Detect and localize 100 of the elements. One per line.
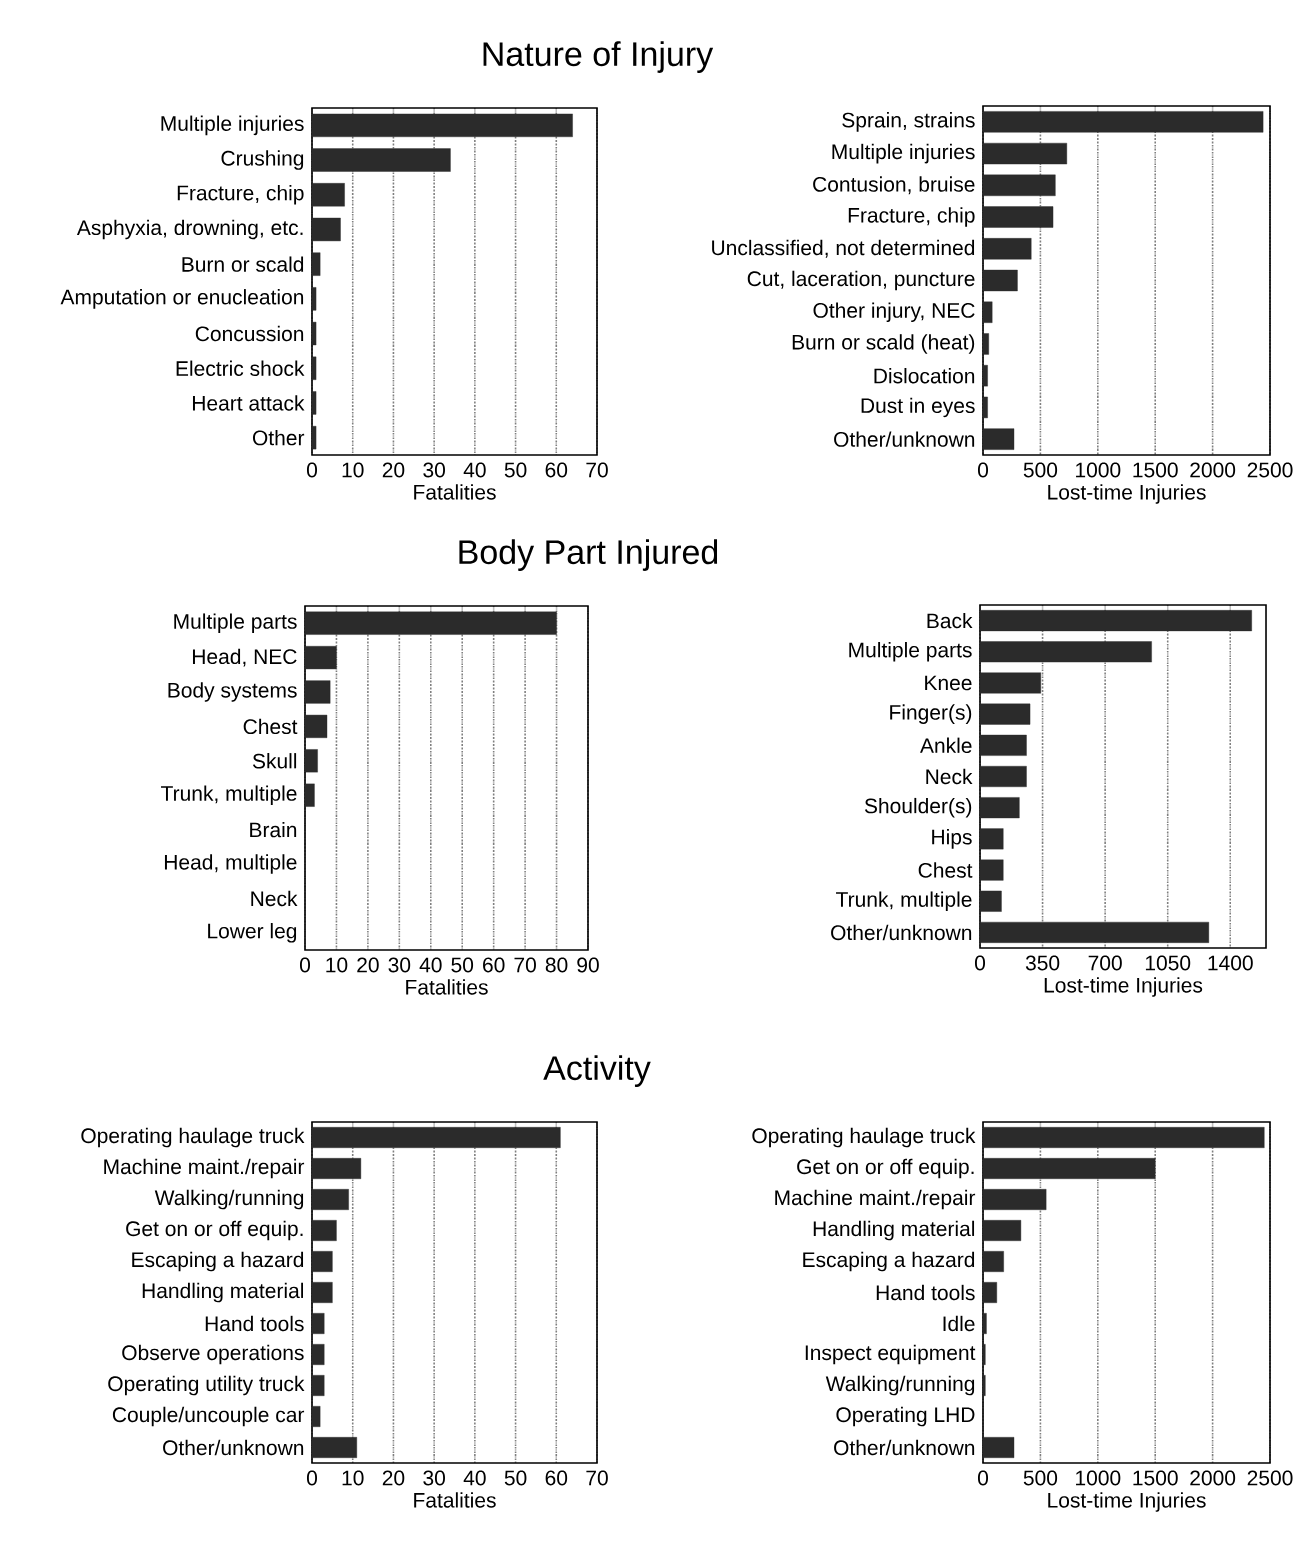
x-tick-label: 1500: [1133, 462, 1178, 478]
y-tick-label: Neck: [251, 890, 298, 907]
bar: [982, 333, 989, 355]
bar: [982, 142, 1068, 165]
y-tick-label: Machine maint./repair: [104, 1158, 305, 1179]
y-tick-label: Contusion, bruise: [813, 176, 975, 195]
y-tick-label: Trunk, multiple: [836, 891, 972, 912]
y-tick-label: Hand tools: [205, 1315, 304, 1332]
bar: [311, 183, 345, 207]
bar: [304, 783, 315, 807]
x-tick-label: 2000: [1190, 1470, 1236, 1486]
y-tick-label: Chest: [243, 718, 298, 735]
bar: [311, 1158, 362, 1179]
bar: [982, 206, 1054, 228]
bar: [311, 1437, 357, 1458]
x-tick-label: 0: [978, 462, 989, 478]
bar: [979, 734, 1027, 756]
y-tick-label: Multiple parts: [849, 642, 972, 662]
x-tick-label: 70: [586, 1470, 608, 1486]
bar: [311, 1344, 325, 1365]
bar: [979, 610, 1252, 632]
bar: [311, 1251, 333, 1272]
y-tick-label: Unclassified, not determined: [712, 239, 975, 258]
bar: [311, 1127, 561, 1148]
x-axis-title: Lost-time Injuries: [1048, 1492, 1206, 1512]
x-tick-label: 700: [1088, 955, 1122, 971]
x-tick-label: 1400: [1208, 955, 1253, 971]
bar: [311, 148, 451, 172]
y-tick-label: Operating haulage truck: [752, 1127, 976, 1148]
y-tick-label: Get on or off equip.: [797, 1158, 974, 1179]
y-tick-label: Head, multiple: [164, 854, 297, 874]
x-tick-label: 80: [545, 957, 568, 973]
x-axis-title: Fatalities: [406, 979, 488, 995]
bar: [982, 269, 1018, 292]
y-tick-label: Other/unknown: [834, 431, 975, 447]
bar: [982, 396, 988, 419]
y-tick-label: Burn or scald: [182, 256, 304, 272]
y-tick-label: Fracture, chip: [848, 207, 975, 227]
y-tick-label: Dislocation: [874, 367, 975, 384]
y-tick-label: Shoulder(s): [864, 797, 972, 818]
bar: [982, 365, 988, 387]
x-tick-label: 60: [545, 1470, 568, 1486]
bar: [304, 611, 557, 635]
x-tick-label: 50: [451, 957, 474, 973]
y-tick-label: Escaping a hazard: [132, 1251, 304, 1272]
x-tick-label: 70: [514, 957, 536, 973]
bar: [304, 646, 337, 670]
bar: [311, 113, 573, 138]
x-tick-label: 70: [586, 462, 608, 478]
x-tick-label: 20: [382, 462, 405, 478]
x-tick-label: 30: [423, 1470, 445, 1486]
x-tick-label: 60: [545, 462, 568, 478]
y-tick-label: Inspect equipment: [805, 1344, 976, 1365]
x-tick-label: 2000: [1190, 462, 1236, 478]
y-tick-label: Walking/running: [154, 1189, 304, 1210]
bar: [982, 111, 1264, 133]
y-tick-label: Multiple injuries: [832, 143, 975, 164]
x-tick-label: 60: [483, 957, 505, 973]
bar: [311, 1375, 325, 1396]
bar: [979, 703, 1031, 725]
x-tick-label: 1000: [1076, 462, 1121, 478]
x-tick-label: 350: [1025, 955, 1060, 971]
y-tick-label: Brain: [250, 821, 297, 838]
x-tick-label: 1050: [1145, 955, 1191, 971]
x-tick-label: 2500: [1247, 1470, 1293, 1486]
bar: [979, 641, 1152, 663]
y-tick-label: Operating haulage truck: [81, 1127, 305, 1148]
y-tick-label: Other: [252, 429, 305, 446]
chart-title: Body Part Injured: [459, 539, 718, 571]
y-tick-label: Skull: [252, 753, 297, 769]
bar: [982, 1127, 1265, 1148]
chart-title: Nature of Injury: [483, 41, 714, 73]
y-tick-label: Dust in eyes: [861, 397, 975, 418]
bar: [982, 1189, 1047, 1210]
chart-title: Activity: [543, 1055, 651, 1087]
bar: [311, 321, 317, 346]
x-tick-label: 500: [1023, 1470, 1058, 1486]
bar: [982, 1158, 1156, 1179]
bar: [982, 1251, 1004, 1272]
y-tick-label: Escaping a hazard: [803, 1251, 975, 1272]
y-tick-label: Fracture, chip: [177, 184, 304, 205]
x-tick-label: 20: [382, 1470, 405, 1486]
x-tick-label: 40: [463, 1470, 486, 1486]
y-tick-label: Heart attack: [192, 395, 305, 411]
y-tick-label: Finger(s): [890, 704, 972, 724]
bar: [979, 859, 1004, 881]
x-tick-label: 0: [978, 1470, 989, 1486]
y-tick-label: Cut, laceration, puncture: [747, 270, 975, 291]
x-tick-label: 50: [504, 1470, 527, 1486]
bar: [311, 1313, 325, 1334]
bar: [311, 426, 317, 450]
y-tick-label: Multiple injuries: [161, 115, 304, 136]
x-tick-label: 0: [306, 1470, 318, 1486]
y-tick-label: Observe operations: [122, 1344, 304, 1365]
bar: [311, 1406, 321, 1427]
x-tick-label: 40: [463, 462, 486, 478]
y-tick-label: Sprain, strains: [842, 112, 975, 132]
x-tick-label: 0: [975, 955, 986, 971]
y-tick-label: Asphyxia, drowning, etc.: [76, 219, 303, 240]
x-tick-label: 10: [326, 957, 348, 973]
